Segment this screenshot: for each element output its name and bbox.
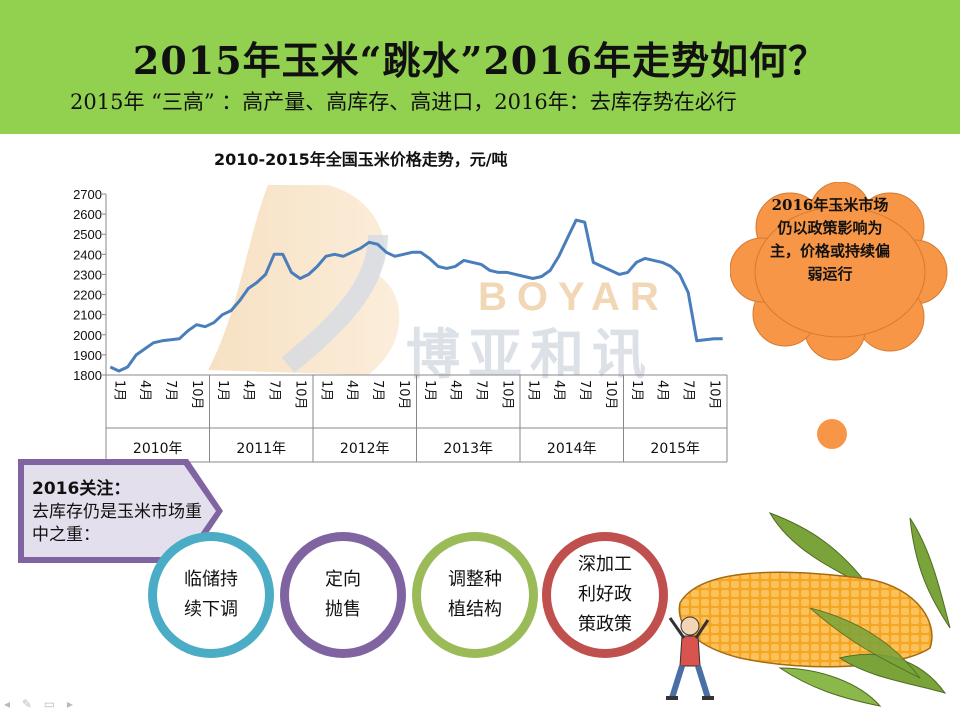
year-label: 2011年 [236,441,286,457]
y-tick-label: 2300 [73,267,102,282]
corn-illustration-icon [666,512,951,707]
month-tick-label: 7月 [267,380,282,401]
month-tick-label: 4月 [655,380,670,401]
month-tick-label: 1月 [629,380,644,401]
price-series-line [109,218,723,373]
callout-cloud-icon [730,182,948,361]
month-tick-label: 4月 [344,380,359,401]
chart-series [109,218,723,373]
month-tick-label: 10月 [292,380,307,410]
focus-label: 2016关注： [32,479,131,499]
focus-text: 去库存仍是玉米市场重中之重： [32,502,202,545]
orange-dot-icon [817,419,847,449]
callout-text: 2016年玉米市场仍以政策影响为主，价格或持续偏弱运行 [770,196,891,283]
step-circle-2: 定向 抛售 [280,532,406,658]
y-tick-label: 2600 [73,207,102,222]
watermark-arc-icon [281,234,388,373]
page-title: 2015年玉米“跳水”2016年走势如何？ [132,38,828,83]
step-label-2: 定向 抛售 [325,569,361,620]
month-tick-label: 7月 [163,380,178,401]
year-label: 2014年 [547,441,597,457]
y-tick-label: 2700 [73,187,102,202]
x-axis: 2010年 1月 4月 7月 10月 2011年 1月 4月 7月 10月 2012年 1月 4月 7月 1… [105,374,728,463]
step-label-4: 深加工 利好政 策政策 [578,554,632,635]
page-subtitle: 2015年 “三高” ：高产量、高库存、高进口，2016年：去库存势在必行 [70,90,737,114]
month-tick-label: 10月 [706,380,721,410]
y-tick-label: 2100 [73,308,102,323]
month-tick-label: 1月 [422,380,437,401]
month-tick-label: 4月 [137,380,152,401]
month-tick-label: 4月 [241,380,256,401]
y-tick-label: 1800 [73,368,102,383]
month-tick-label: 7月 [370,380,385,401]
year-label: 2015年 [650,441,700,457]
watermark-latin: BOYAR [478,275,669,319]
y-tick-label: 2000 [73,328,102,343]
y-tick-label: 1900 [73,348,102,363]
month-tick-label: 1月 [318,380,333,401]
month-tick-label: 4月 [448,380,463,401]
step-circle-4: 深加工 利好政 策政策 [542,532,668,658]
month-tick-label: 10月 [499,380,514,410]
month-tick-label: 7月 [577,380,592,401]
month-tick-label: 10月 [189,380,204,410]
year-label: 2010年 [133,441,183,457]
month-tick-label: 1月 [215,380,230,401]
step-label-1: 临储持 续下调 [184,569,238,620]
month-tick-label: 1月 [111,380,126,401]
y-axis: 2700 2600 2500 2400 2300 2200 2100 2000 1900 1800 [73,187,107,383]
month-tick-label: 7月 [681,380,696,401]
month-tick-label: 7月 [474,380,489,401]
focus-arrow-box [18,459,223,563]
chart-title: 2010-2015年全国玉米价格走势，元/吨 [214,150,508,169]
month-tick-label: 4月 [551,380,566,401]
month-tick-label: 10月 [396,380,411,410]
step-label-3: 调整种 植结构 [448,569,502,620]
y-tick-label: 2500 [73,227,102,242]
focus-text-block: 2016关注： 去库存仍是玉米市场重中之重： [32,478,202,547]
header-banner [0,0,960,134]
y-tick-label: 2400 [73,247,102,262]
year-label: 2013年 [443,441,493,457]
month-tick-label: 10月 [603,380,618,410]
y-tick-label: 2200 [73,288,102,303]
slide-nav-icons[interactable]: ◂ ✎ ▭ ▸ [4,697,77,711]
step-circle-1: 临储持 续下调 [148,532,274,658]
step-circle-3: 调整种 植结构 [412,532,538,658]
watermark-swoosh-icon [208,185,400,375]
year-label: 2012年 [340,441,390,457]
month-tick-label: 1月 [525,380,540,401]
